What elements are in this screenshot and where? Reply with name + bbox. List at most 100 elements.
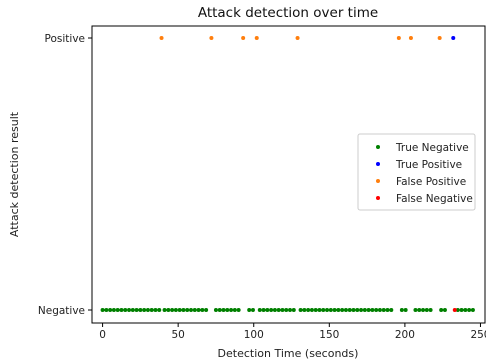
x-tick-label: 50 — [171, 329, 184, 341]
x-axis: 0 50 100 150 200 250 — [99, 323, 486, 341]
point-true-negative — [463, 308, 468, 312]
point-true-negative — [362, 308, 367, 312]
point-true-negative — [149, 308, 154, 312]
point-true-negative — [257, 308, 262, 312]
point-true-negative — [177, 308, 182, 312]
point-true-negative — [421, 308, 426, 312]
point-true-negative — [225, 308, 230, 312]
y-axis-label: Attack detection result — [8, 111, 21, 237]
point-true-negative — [470, 308, 475, 312]
point-false-negative — [452, 308, 457, 312]
x-axis-label: Detection Time (seconds) — [218, 347, 359, 360]
point-true-negative — [302, 308, 307, 312]
point-true-negative — [173, 308, 178, 312]
legend-marker-true-positive — [376, 162, 380, 166]
point-true-negative — [455, 308, 460, 312]
point-true-positive — [451, 36, 456, 40]
point-true-negative — [232, 308, 237, 312]
x-tick-label: 200 — [395, 329, 415, 341]
point-true-negative — [343, 308, 348, 312]
point-true-negative — [269, 308, 274, 312]
point-true-negative — [317, 308, 322, 312]
point-true-negative — [359, 308, 364, 312]
point-true-negative — [130, 308, 135, 312]
point-true-negative — [428, 308, 433, 312]
point-true-negative — [157, 308, 162, 312]
point-true-negative — [413, 308, 418, 312]
point-true-negative — [213, 308, 218, 312]
point-true-negative — [385, 308, 390, 312]
point-true-negative — [370, 308, 375, 312]
point-true-negative — [313, 308, 318, 312]
point-false-positive — [209, 36, 214, 40]
point-true-negative — [119, 308, 124, 312]
legend-label-true-positive: True Positive — [395, 159, 462, 171]
point-true-negative — [340, 308, 345, 312]
y-tick-label: Positive — [45, 33, 85, 45]
point-true-negative — [192, 308, 197, 312]
point-true-negative — [115, 308, 120, 312]
point-true-negative — [221, 308, 226, 312]
point-true-negative — [276, 308, 281, 312]
point-true-negative — [336, 308, 341, 312]
point-true-negative — [229, 308, 234, 312]
point-true-negative — [104, 308, 109, 312]
point-true-negative — [272, 308, 277, 312]
point-true-negative — [196, 308, 201, 312]
point-true-negative — [145, 308, 150, 312]
point-true-negative — [377, 308, 382, 312]
point-false-positive — [241, 36, 246, 40]
point-true-negative — [347, 308, 352, 312]
point-true-negative — [389, 308, 394, 312]
y-tick-label: Negative — [38, 305, 85, 317]
point-true-negative — [142, 308, 147, 312]
point-true-negative — [134, 308, 139, 312]
point-false-positive — [408, 36, 413, 40]
legend-box — [357, 133, 476, 211]
point-true-negative — [204, 308, 209, 312]
point-true-negative — [298, 308, 303, 312]
point-true-negative — [325, 308, 330, 312]
point-true-negative — [166, 308, 171, 312]
point-true-negative — [250, 308, 255, 312]
point-true-negative — [328, 308, 333, 312]
y-axis: Negative Positive — [38, 33, 92, 317]
point-true-negative — [236, 308, 241, 312]
point-true-negative — [439, 308, 444, 312]
point-true-negative — [374, 308, 379, 312]
point-true-negative — [332, 308, 337, 312]
point-true-negative — [366, 308, 371, 312]
point-true-negative — [217, 308, 222, 312]
point-true-negative — [138, 308, 143, 312]
point-false-positive — [254, 36, 259, 40]
point-true-negative — [424, 308, 429, 312]
point-true-negative — [123, 308, 128, 312]
x-tick-label: 150 — [319, 329, 339, 341]
point-true-negative — [403, 308, 408, 312]
point-true-negative — [100, 308, 105, 312]
point-true-negative — [309, 308, 314, 312]
point-true-negative — [467, 308, 472, 312]
point-true-negative — [288, 308, 293, 312]
point-true-negative — [284, 308, 289, 312]
x-tick-label: 0 — [99, 329, 106, 341]
legend-marker-false-negative — [376, 196, 380, 200]
point-true-negative — [355, 308, 360, 312]
point-true-negative — [200, 308, 205, 312]
legend-label-false-positive: False Positive — [396, 176, 466, 188]
chart-title: Attack detection over time — [198, 5, 378, 21]
legend-label-false-negative: False Negative — [396, 193, 473, 205]
point-true-negative — [399, 308, 404, 312]
point-true-negative — [265, 308, 270, 312]
point-true-negative — [417, 308, 422, 312]
point-false-positive — [159, 36, 164, 40]
point-true-negative — [261, 308, 266, 312]
point-true-negative — [181, 308, 186, 312]
legend-label-true-negative: True Negative — [395, 142, 469, 154]
x-tick-label: 250 — [470, 329, 486, 341]
legend: True Negative True Positive False Positive… — [357, 133, 476, 211]
point-true-negative — [321, 308, 326, 312]
point-true-negative — [170, 308, 175, 312]
